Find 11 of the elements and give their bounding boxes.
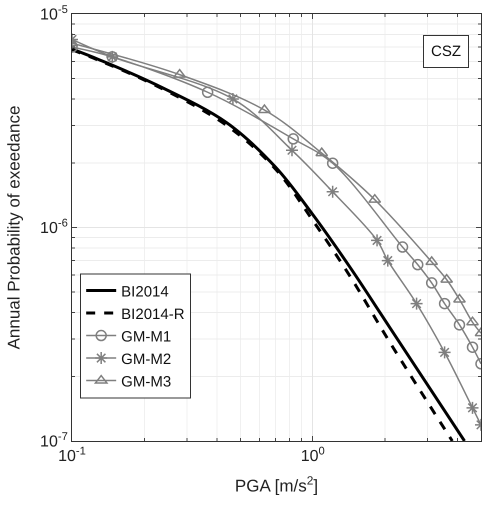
legend-label: BI2014-R	[121, 306, 185, 323]
y-tick-label: 10$^{-6}$	[40, 217, 68, 238]
x-tick-label: 10$^{0}$	[300, 445, 325, 466]
y-axis-title: Annual Probability of exeedance	[4, 106, 24, 350]
legend-label: BI2014	[121, 283, 169, 300]
y-tick-label: 10$^{-5}$	[40, 4, 68, 24]
annotation: CSZ	[431, 43, 461, 60]
legend-label: GM-M3	[121, 373, 172, 390]
x-axis-title: PGA [m/s$^{2}$]	[234, 473, 318, 496]
legend-label: GM-M2	[121, 350, 172, 368]
legend-label: GM-M1	[121, 328, 172, 346]
